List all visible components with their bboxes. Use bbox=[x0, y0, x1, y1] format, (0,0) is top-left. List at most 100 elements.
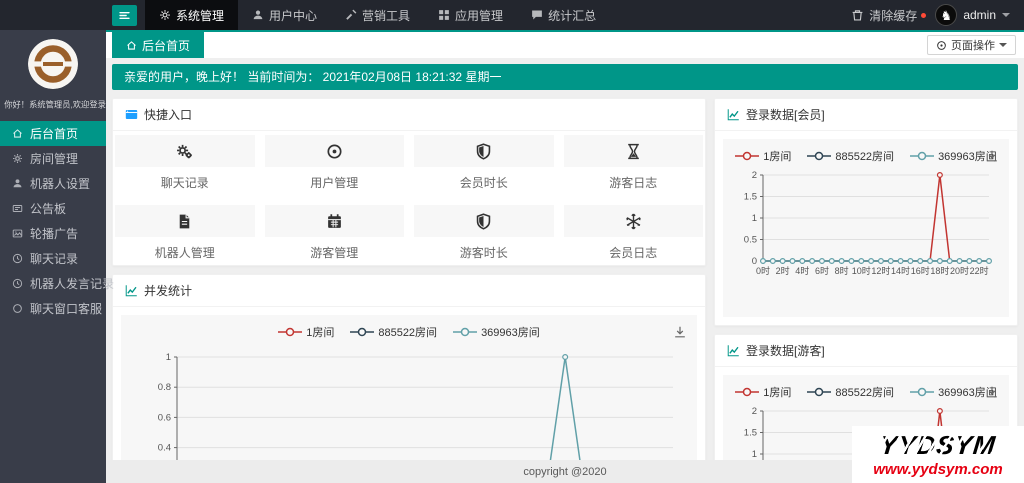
chat-bubble-icon bbox=[531, 9, 543, 21]
download-icon[interactable] bbox=[985, 385, 999, 399]
legend-item[interactable]: 885522房间 bbox=[807, 148, 894, 164]
sidebar-item-label: 公告板 bbox=[30, 202, 67, 216]
download-icon[interactable] bbox=[673, 325, 687, 339]
svg-text:14时: 14时 bbox=[891, 265, 910, 276]
line-chart-icon bbox=[125, 284, 138, 297]
legend-item[interactable]: 369963房间 bbox=[453, 324, 540, 340]
chart-legend: 1房间 885522房间 369963房间 bbox=[735, 148, 997, 164]
sidebar-item-label: 聊天记录 bbox=[30, 252, 79, 266]
quick-entry-user-management[interactable]: 用户管理 bbox=[264, 135, 404, 191]
quick-entry-guest-duration[interactable]: 游客时长 bbox=[414, 205, 554, 261]
download-icon[interactable] bbox=[985, 149, 999, 163]
legend-item[interactable]: 1房间 bbox=[735, 148, 791, 164]
board-icon bbox=[12, 203, 23, 214]
quick-entry-label: 游客时长 bbox=[459, 246, 508, 260]
image-icon bbox=[12, 228, 23, 239]
hourglass-icon bbox=[625, 143, 642, 160]
quick-entry-chat-logs[interactable]: 聊天记录 bbox=[115, 135, 255, 191]
legend-item[interactable]: 1房间 bbox=[735, 384, 791, 400]
caret-down-icon bbox=[999, 43, 1007, 51]
quick-entry-guest-management[interactable]: 游客管理 bbox=[264, 205, 404, 261]
quick-entry-label: 机器人管理 bbox=[154, 246, 215, 260]
quick-entry-robot-management[interactable]: 机器人管理 bbox=[115, 205, 255, 261]
quick-entry-label: 会员日志 bbox=[609, 246, 658, 260]
notification-dot bbox=[921, 12, 927, 18]
svg-text:0: 0 bbox=[752, 256, 757, 267]
sidebar-item-chat-logs[interactable]: 聊天记录 bbox=[0, 246, 106, 271]
clear-cache-button[interactable]: 清除缓存 bbox=[839, 7, 929, 24]
top-menu-item-user-center[interactable]: 用户中心 bbox=[238, 0, 331, 30]
sidebar-toggle-button[interactable] bbox=[112, 4, 137, 26]
top-menu-label: 营销工具 bbox=[362, 8, 411, 23]
legend-item[interactable]: 369963房间 bbox=[910, 148, 997, 164]
chart-legend: 1房间 885522房间 369963房间 bbox=[735, 384, 997, 400]
legend-label: 369963房间 bbox=[938, 387, 997, 399]
sidebar-item-rooms[interactable]: 房间管理 bbox=[0, 146, 106, 171]
sidebar-item-carousel-ads[interactable]: 轮播广告 bbox=[0, 221, 106, 246]
logo-avatar[interactable] bbox=[28, 39, 78, 89]
top-menu: 系统管理 用户中心 营销工具 应用管理 bbox=[145, 0, 610, 30]
page-action-button[interactable]: 页面操作 bbox=[927, 35, 1016, 55]
legend-marker-icon bbox=[910, 387, 935, 397]
legend-marker-icon bbox=[807, 151, 832, 161]
page-action-label: 页面操作 bbox=[951, 40, 995, 52]
top-menu-label: 应用管理 bbox=[455, 8, 504, 23]
target-icon bbox=[326, 143, 343, 160]
tools-icon bbox=[345, 9, 357, 21]
quick-entry-guest-logs[interactable]: 游客日志 bbox=[563, 135, 703, 191]
home-icon bbox=[126, 40, 137, 51]
sidebar-item-robot-settings[interactable]: 机器人设置 bbox=[0, 171, 106, 196]
line-chart-icon bbox=[727, 344, 740, 357]
shield-icon bbox=[475, 212, 492, 230]
legend-item[interactable]: 1房间 bbox=[278, 324, 334, 340]
quick-entry-label: 聊天记录 bbox=[160, 176, 209, 190]
user-menu-button[interactable]: ♞ admin bbox=[929, 4, 1024, 26]
legend-label: 1房间 bbox=[306, 327, 335, 339]
chart-legend: 1房间 885522房间 369963房间 bbox=[278, 324, 540, 340]
legend-label: 1房间 bbox=[763, 387, 792, 399]
quick-entry-member-logs[interactable]: 会员日志 bbox=[563, 205, 703, 261]
legend-label: 369963房间 bbox=[481, 327, 540, 339]
legend-item[interactable]: 369963房间 bbox=[910, 384, 997, 400]
quick-entry-label: 游客日志 bbox=[609, 176, 658, 190]
legend-marker-icon bbox=[807, 387, 832, 397]
svg-text:1: 1 bbox=[752, 213, 757, 224]
quick-entry-member-duration[interactable]: 会员时长 bbox=[414, 135, 554, 191]
sidebar-item-chat-service[interactable]: 聊天窗口客服 bbox=[0, 296, 106, 321]
snowflake-icon bbox=[625, 213, 642, 230]
legend-item[interactable]: 885522房间 bbox=[350, 324, 437, 340]
top-menu-item-marketing[interactable]: 营销工具 bbox=[331, 0, 424, 30]
shield-icon bbox=[475, 142, 492, 160]
watermark: YYDSYM www.yydsym.com bbox=[852, 426, 1024, 483]
legend-marker-icon bbox=[735, 151, 760, 161]
legend-label: 885522房间 bbox=[378, 327, 438, 339]
tab-home[interactable]: 后台首页 bbox=[112, 32, 205, 58]
top-menu-label: 系统管理 bbox=[176, 8, 225, 23]
sidebar-item-robot-speech-logs[interactable]: 机器人发言记录 bbox=[0, 271, 114, 296]
navbar-right: 清除缓存 ♞ admin bbox=[839, 0, 1024, 30]
svg-text:10时: 10时 bbox=[852, 265, 871, 276]
top-menu-label: 统计汇总 bbox=[548, 8, 597, 23]
legend-label: 1房间 bbox=[763, 151, 792, 163]
quick-entry-panel: 快捷入口 聊天记录 bbox=[112, 98, 706, 266]
top-menu-item-system[interactable]: 系统管理 bbox=[145, 0, 239, 30]
svg-text:2: 2 bbox=[752, 406, 757, 417]
svg-text:1.5: 1.5 bbox=[744, 192, 757, 203]
sidebar: 你好！系统管理员,欢迎登录 后台首页 房间管理 机器人设置 bbox=[0, 30, 114, 483]
top-menu-item-stats[interactable]: 统计汇总 bbox=[517, 0, 610, 30]
sidebar-item-board[interactable]: 公告板 bbox=[0, 196, 106, 221]
sidebar-item-home[interactable]: 后台首页 bbox=[0, 121, 106, 146]
quick-entry-label: 用户管理 bbox=[310, 176, 359, 190]
top-menu-item-apps[interactable]: 应用管理 bbox=[424, 0, 517, 30]
username-label: admin bbox=[963, 8, 996, 22]
svg-text:0.8: 0.8 bbox=[158, 382, 171, 393]
legend-item[interactable]: 885522房间 bbox=[807, 384, 894, 400]
calendar-icon bbox=[326, 213, 343, 230]
gears-icon bbox=[176, 143, 193, 160]
sidebar-item-label: 后台首页 bbox=[30, 127, 79, 141]
hamburger-icon bbox=[118, 9, 131, 22]
legend-marker-icon bbox=[910, 151, 935, 161]
